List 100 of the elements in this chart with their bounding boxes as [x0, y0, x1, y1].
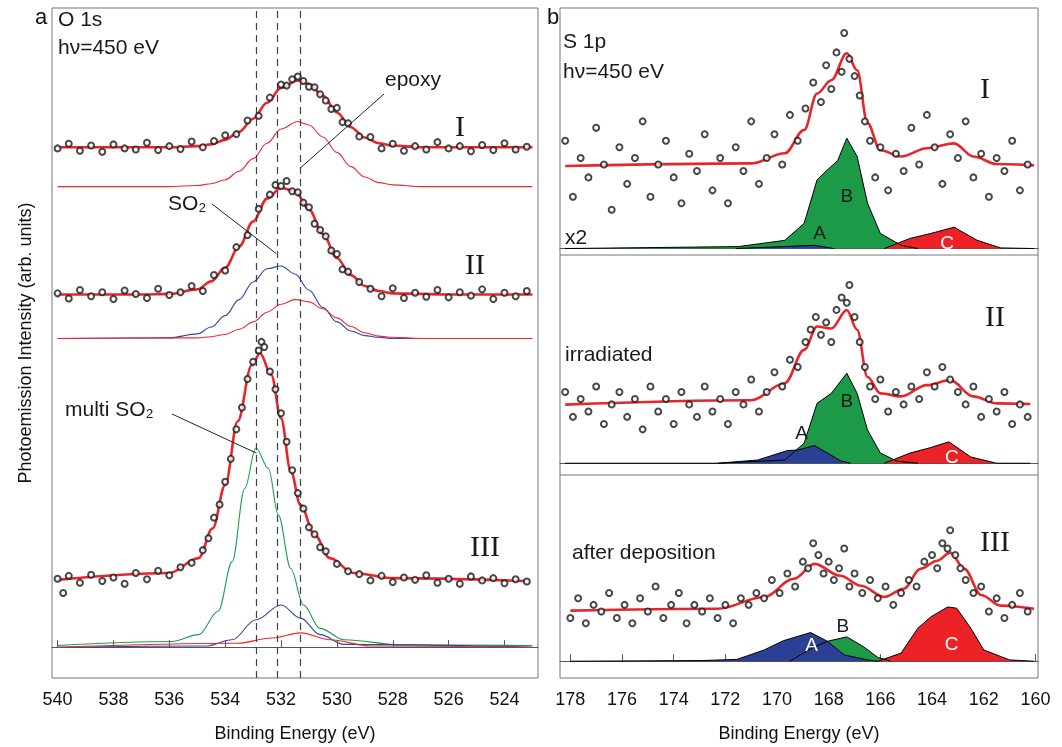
point	[293, 489, 302, 498]
point	[282, 176, 291, 185]
point	[232, 425, 241, 434]
x-tick-label: 528	[377, 689, 408, 709]
point	[265, 367, 274, 376]
chart-title: a	[35, 3, 48, 29]
point	[321, 96, 330, 105]
annotation: I	[980, 70, 990, 104]
annotation: II	[465, 246, 485, 280]
point	[243, 116, 252, 125]
point	[165, 142, 174, 151]
text: hν=450 eV	[58, 35, 160, 58]
point	[293, 188, 302, 197]
point	[265, 93, 274, 102]
point	[142, 575, 151, 584]
x-tick-label: 532	[266, 689, 297, 709]
point	[411, 142, 420, 151]
series-label: B	[836, 615, 850, 637]
point	[204, 534, 213, 543]
point	[344, 267, 353, 276]
point	[98, 288, 107, 297]
point	[64, 571, 73, 580]
point	[288, 75, 297, 84]
point	[366, 576, 375, 585]
point	[254, 346, 263, 355]
point	[522, 287, 531, 296]
point	[522, 142, 531, 151]
point	[511, 145, 520, 154]
point	[243, 374, 252, 383]
point	[310, 219, 319, 228]
series-label: C	[944, 633, 959, 655]
point	[131, 145, 140, 154]
point	[254, 111, 263, 120]
point	[433, 285, 442, 294]
point	[455, 142, 464, 151]
point	[511, 575, 520, 584]
point	[355, 570, 364, 579]
point	[522, 577, 531, 586]
point	[187, 558, 196, 567]
annotation: II	[985, 298, 1005, 332]
point	[288, 466, 297, 475]
point	[282, 81, 291, 90]
point	[226, 454, 235, 463]
annotation: III	[470, 528, 500, 562]
point	[399, 293, 408, 302]
series-label: A	[805, 634, 819, 656]
point	[98, 576, 107, 585]
point	[120, 144, 129, 153]
point	[411, 575, 420, 584]
series-label: B	[840, 184, 854, 206]
point	[237, 403, 246, 412]
annotation: x2	[565, 225, 588, 248]
point	[444, 293, 453, 302]
point	[422, 145, 431, 154]
point	[500, 288, 509, 297]
x-tick-label: 540	[42, 689, 73, 709]
point	[232, 243, 241, 252]
annotation: epoxy	[385, 67, 442, 90]
x-tick-label: 168	[813, 689, 844, 709]
point	[332, 249, 341, 258]
point	[478, 140, 487, 149]
x-tick-label: 536	[154, 689, 185, 709]
point	[109, 573, 118, 582]
point	[59, 588, 68, 597]
annotation: SO₂	[168, 191, 207, 214]
point	[165, 571, 174, 580]
point	[444, 144, 453, 153]
series-label: C	[940, 231, 954, 253]
point	[87, 292, 96, 301]
point	[142, 138, 151, 147]
point	[399, 146, 408, 155]
series-label: B	[840, 389, 854, 411]
point	[265, 190, 274, 199]
point	[500, 139, 509, 148]
point	[422, 571, 431, 580]
x-tick-label: 530	[321, 689, 352, 709]
point	[466, 572, 475, 581]
point	[75, 578, 84, 587]
point	[277, 182, 286, 191]
series-label: A	[795, 422, 809, 444]
point	[500, 579, 509, 588]
annotation: multi SO₂	[65, 397, 154, 420]
point	[316, 226, 325, 234]
annotation: S 1p	[563, 29, 607, 52]
point	[327, 246, 336, 255]
point	[310, 83, 319, 92]
x-tick-label: 526	[433, 689, 464, 709]
point	[221, 477, 230, 486]
point	[53, 574, 62, 583]
point	[455, 288, 464, 297]
point	[254, 204, 263, 213]
point	[411, 288, 420, 297]
point	[165, 291, 174, 300]
series-label: C	[944, 446, 959, 468]
point	[422, 292, 431, 301]
point	[489, 295, 498, 304]
point	[299, 77, 308, 86]
point	[366, 132, 375, 141]
x-tick-label: 162	[968, 689, 999, 709]
x-tick-label: 538	[98, 689, 129, 709]
